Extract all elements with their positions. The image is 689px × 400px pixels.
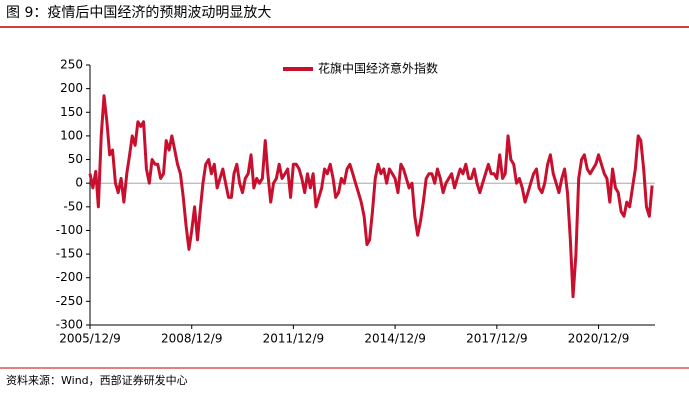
y-tick-label: -100 — [56, 223, 83, 237]
x-tick-label: 2017/12/9 — [466, 332, 528, 346]
y-tick-label: -300 — [56, 318, 83, 332]
x-tick-label: 2014/12/9 — [364, 332, 426, 346]
y-tick-label: 0 — [75, 176, 83, 190]
chart-title: 图 9：疫情后中国经济的预期波动明显放大 — [6, 5, 271, 21]
y-tick-label: -250 — [56, 294, 83, 308]
x-tick-label: 2011/12/9 — [263, 332, 325, 346]
y-tick-label: 250 — [60, 58, 83, 72]
x-tick-label: 2005/12/9 — [59, 332, 121, 346]
legend-label: 花旗中国经济意外指数 — [318, 61, 438, 76]
y-tick-label: 200 — [60, 81, 83, 95]
y-tick-label: -150 — [56, 247, 83, 261]
y-tick-label: -50 — [63, 199, 83, 213]
y-tick-label: -200 — [56, 270, 83, 284]
x-tick-label: 2008/12/9 — [161, 332, 223, 346]
x-tick-label: 2020/12/9 — [568, 332, 630, 346]
y-tick-label: 100 — [60, 128, 83, 142]
y-tick-label: 50 — [68, 152, 83, 166]
data-line — [88, 94, 654, 299]
y-tick-label: 150 — [60, 105, 83, 119]
source-note: 资料来源：Wind，西部证券研发中心 — [6, 373, 188, 387]
